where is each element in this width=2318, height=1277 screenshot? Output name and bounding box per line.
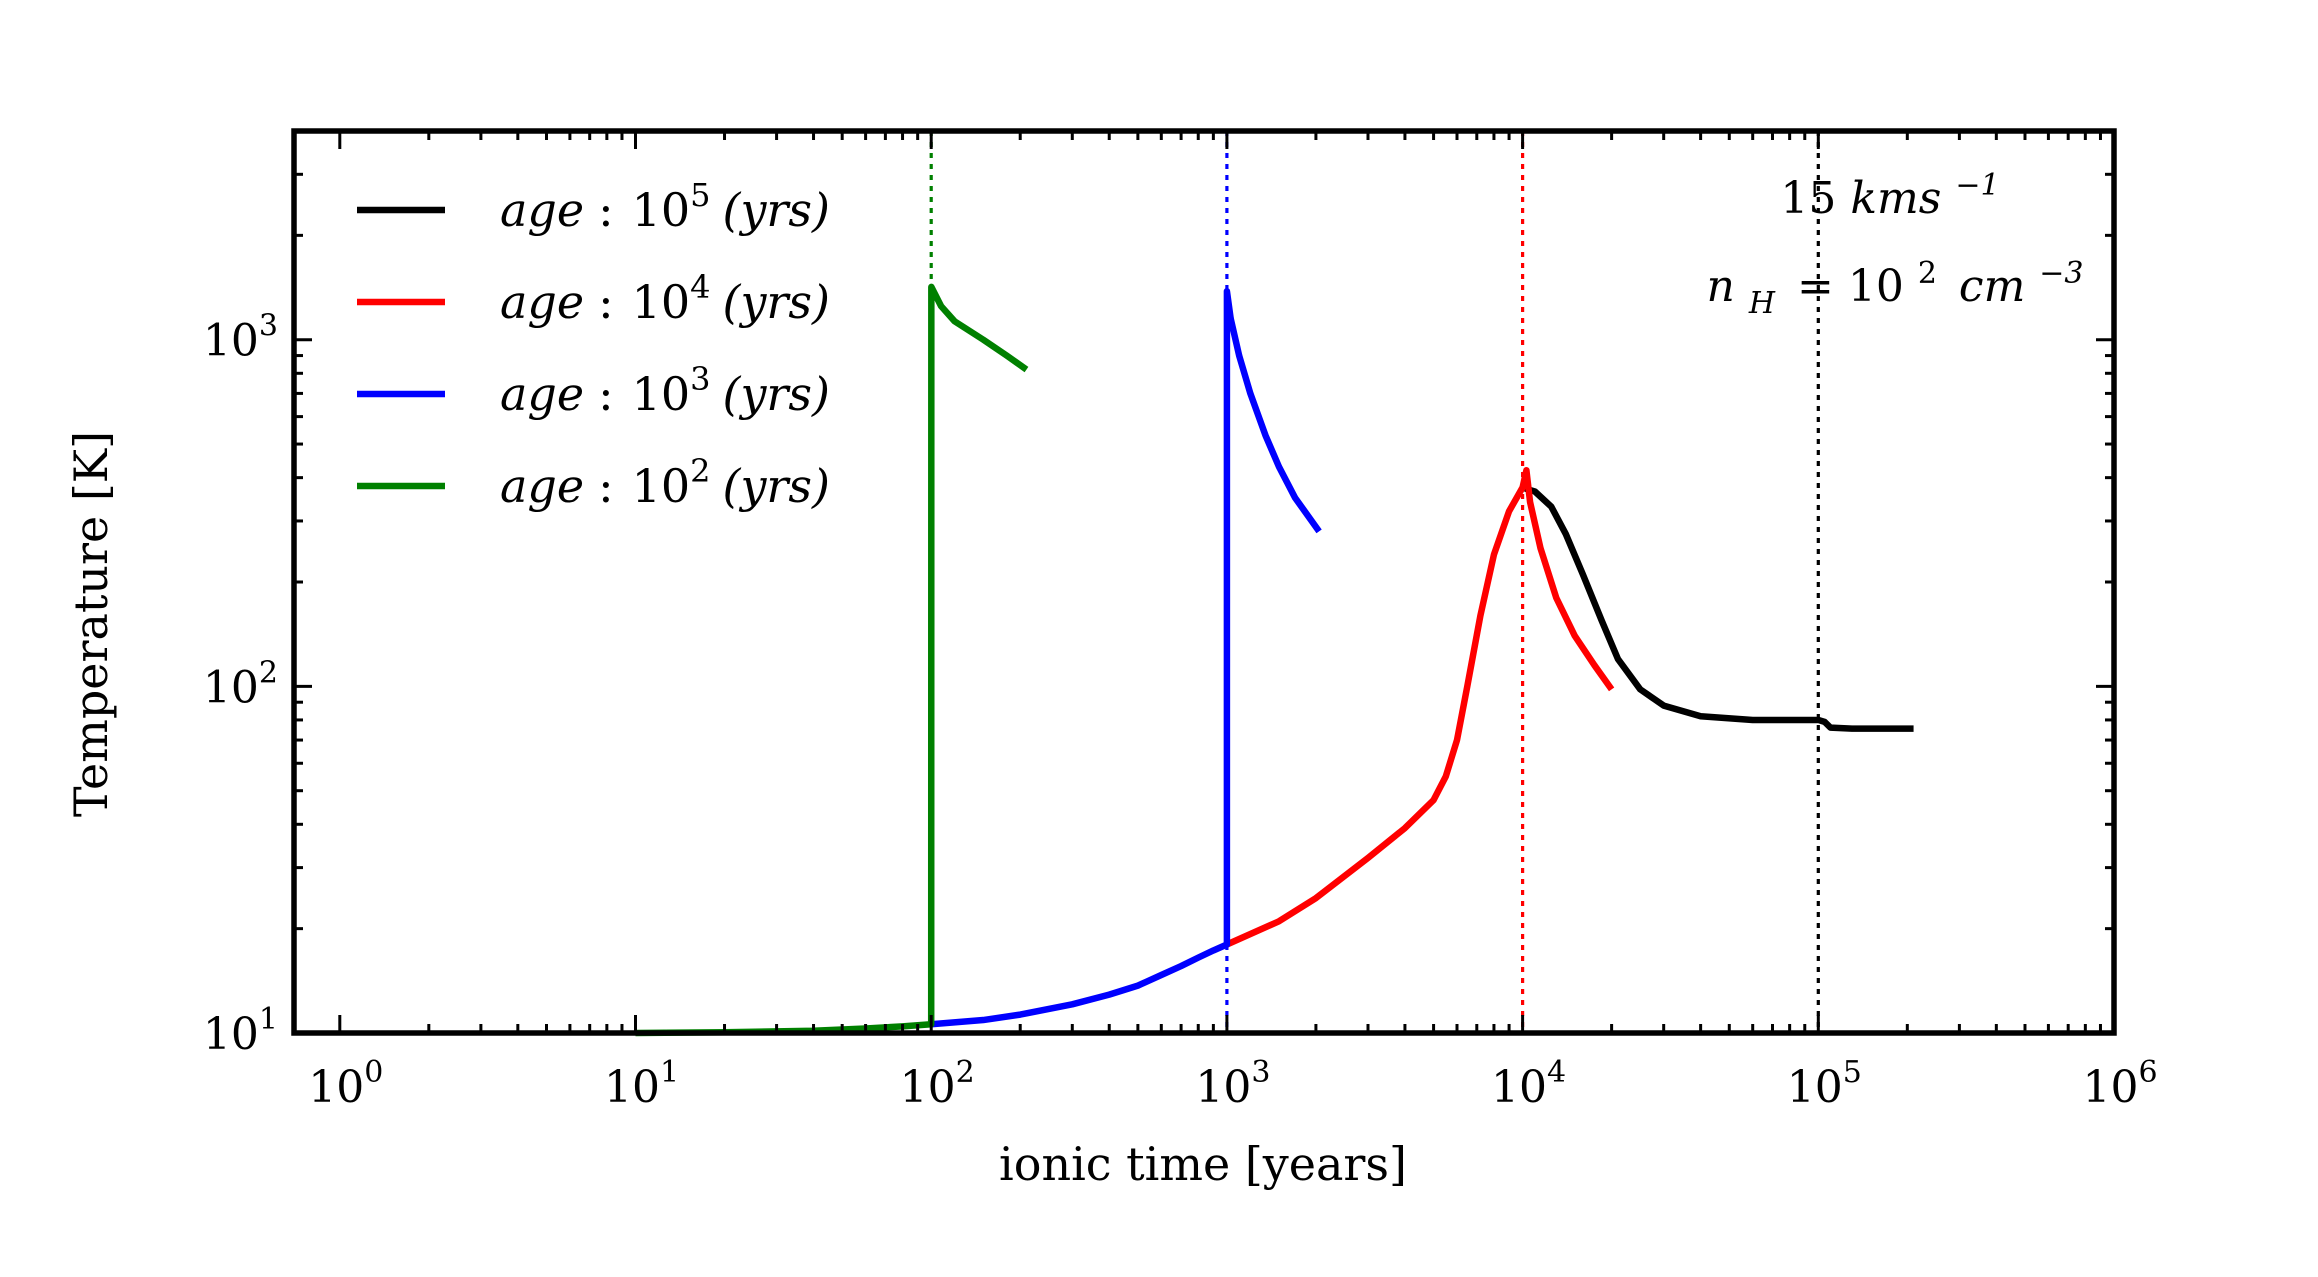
legend-label-colon: :	[598, 275, 614, 329]
x-tick-label-exponent: 2	[956, 1055, 975, 1090]
y-tick-label-base: 10	[203, 316, 259, 367]
x-tick-labels: 100 101 102 103 104 105 106	[308, 1055, 2157, 1113]
x-tick-label-exponent: 4	[1547, 1055, 1566, 1090]
series-line-age-10000	[1225, 467, 1615, 948]
x-axis-label: ionic time [years]	[999, 1137, 1407, 1191]
y-tick-label-base: 10	[203, 1009, 259, 1060]
x-tick-label-exponent: 6	[2138, 1055, 2157, 1090]
legend-label-colon: :	[598, 367, 614, 421]
x-tick-label-base: 10	[2082, 1062, 2138, 1113]
y-tick-label-exponent: 1	[259, 1002, 278, 1037]
x-tick-label-exponent: 1	[660, 1055, 679, 1090]
legend-label-base: 10	[632, 367, 691, 421]
legend-label-age-10000: age:104 (yrs)	[500, 268, 830, 329]
x-tick-label: 102	[900, 1055, 975, 1113]
x-tick-label: 103	[1195, 1055, 1270, 1113]
series-line-age-1000	[930, 287, 1322, 1028]
x-tick-label-base: 10	[1195, 1062, 1251, 1113]
legend-label-suffix: (yrs)	[723, 183, 830, 237]
legend-label-colon: :	[598, 459, 614, 513]
y-tick-label-base: 10	[203, 662, 259, 713]
velocity-annotation: 15 kms −1	[1780, 168, 1999, 224]
legend-label-prefix: age	[500, 275, 584, 329]
x-tick-label-base: 10	[900, 1062, 956, 1113]
y-tick-label: 103	[203, 309, 278, 367]
y-tick-label: 102	[203, 655, 278, 713]
legend-label-prefix: age	[500, 183, 584, 237]
legend-label-exponent: 2	[690, 452, 710, 490]
series-line-age-100000	[1524, 485, 1914, 732]
x-tick-label: 106	[2082, 1055, 2157, 1113]
legend-label-prefix: age	[500, 459, 584, 513]
x-tick-label-base: 10	[1491, 1062, 1547, 1113]
annotation: 15 kms −1 n H = 10 2 cm −3	[1706, 168, 2083, 324]
legend-label-suffix: (yrs)	[723, 275, 830, 329]
density-annotation: n H = 10 2 cm −3	[1706, 243, 2083, 324]
x-tick-label-exponent: 3	[1251, 1055, 1270, 1090]
legend-label-exponent: 3	[690, 360, 710, 398]
x-tick-label: 101	[604, 1055, 679, 1113]
legend-label-suffix: (yrs)	[723, 459, 830, 513]
legend-label-suffix: (yrs)	[723, 367, 830, 421]
legend-label-base: 10	[632, 183, 691, 237]
x-tick-label: 104	[1491, 1055, 1566, 1113]
x-tick-label-base: 10	[1787, 1062, 1843, 1113]
legend-label-colon: :	[598, 183, 614, 237]
legend-label-age-1000: age:103 (yrs)	[500, 360, 830, 421]
legend: age:105 (yrs)age:104 (yrs)age:103 (yrs)age:…	[357, 176, 830, 513]
y-tick-label-exponent: 3	[259, 309, 278, 344]
x-tick-label-exponent: 0	[364, 1055, 383, 1090]
plot-frame	[291, 128, 2117, 1036]
legend-label-prefix: age	[500, 367, 584, 421]
x-tick-label: 100	[308, 1055, 383, 1113]
y-axis-label: Temperature [K]	[64, 431, 118, 817]
legend-label-base: 10	[632, 275, 691, 329]
legend-label-base: 10	[632, 459, 691, 513]
x-tick-label-base: 10	[604, 1062, 660, 1113]
x-tick-label: 105	[1787, 1055, 1862, 1113]
legend-label-age-100: age:102 (yrs)	[500, 452, 830, 513]
x-tick-label-exponent: 5	[1843, 1055, 1862, 1090]
legend-label-exponent: 5	[690, 176, 710, 214]
legend-label-age-100000: age:105 (yrs)	[500, 176, 830, 237]
x-tick-label-base: 10	[308, 1062, 364, 1113]
y-tick-label-exponent: 2	[259, 655, 278, 690]
legend-label-exponent: 4	[690, 268, 710, 306]
y-tick-label: 101	[203, 1002, 278, 1060]
